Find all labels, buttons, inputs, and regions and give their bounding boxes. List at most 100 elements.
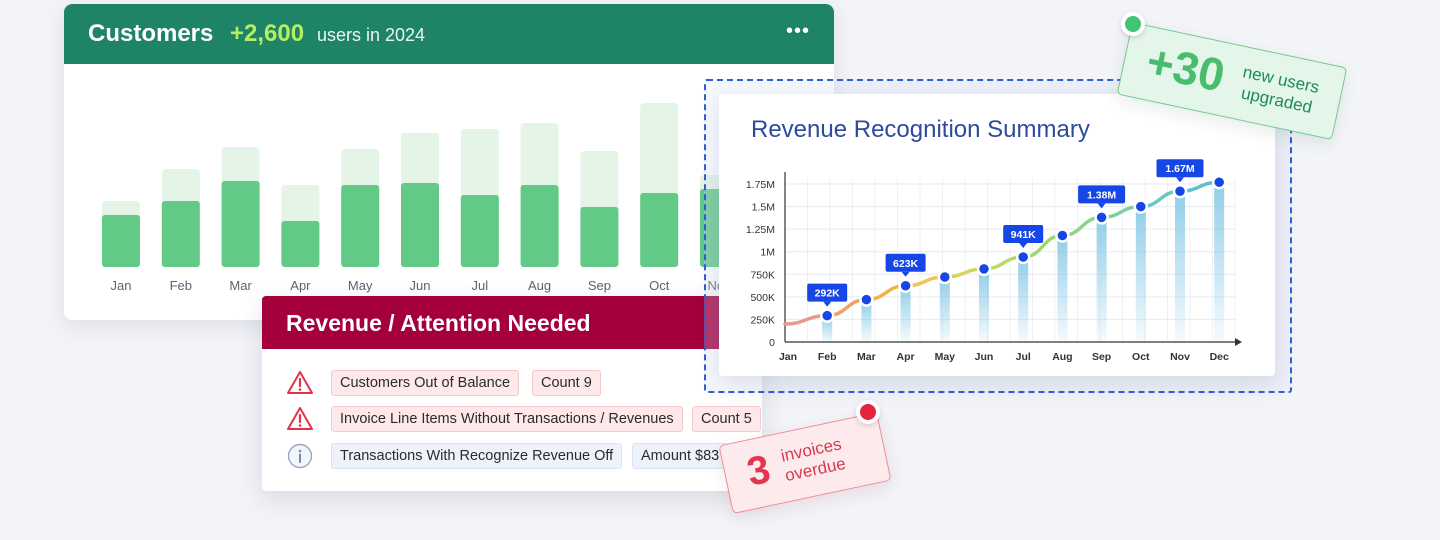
data-point [819,308,835,323]
x-tick-label: Sep [588,278,611,293]
y-tick-label: 1M [760,247,775,259]
y-tick-label: 500K [750,292,775,304]
x-tick-label: Aug [528,278,551,293]
data-point [898,278,913,294]
revenue-title: Revenue Recognition Summary [751,116,1090,143]
data-point [1172,183,1188,199]
data-label-bg [1003,225,1044,244]
x-tick-label: Apr [897,351,915,363]
data-label-pointer [1097,203,1106,209]
bar-value [221,181,260,267]
bar-value [161,201,200,267]
bar-value [520,185,559,267]
more-horizontal-icon[interactable]: ••• [786,20,811,42]
attention-row[interactable]: Transactions With Recognize Revenue Off … [262,442,762,470]
x-tick-label: Oct [649,278,670,293]
revenue-line-chart: 0 250K 500K 750K 1M 1.25M 1.5M 1.75M 292K 623K 941… [746,159,1242,363]
bar-value [640,193,679,267]
customers-title: Customers [88,20,214,47]
bar-value [281,221,320,267]
red-pin-dot [856,400,880,424]
x-tick-label: Jan [111,278,132,293]
attention-row[interactable]: Customers Out of Balance Count 9 [262,369,762,397]
data-label-pointer [1019,243,1028,249]
y-tick-label: 0 [769,337,775,349]
data-label-bg [885,253,926,272]
invoices-overdue-text: invoices overdue [779,434,847,486]
x-tick-label: Feb [818,351,837,363]
attention-title: Revenue / Attention Needed [286,310,591,336]
x-tick-label: Aug [1052,351,1072,363]
users-upgraded-number: +30 [1142,34,1230,102]
bar-value [401,183,439,267]
attention-metric: Count 5 [692,406,761,432]
attention-label: Invoice Line Items Without Transactions … [331,406,683,432]
x-tick-label: Nov [1170,351,1190,363]
bar-value [460,195,499,267]
customers-header: Customers +2,600 users in 2024 ••• [64,4,834,64]
invoices-overdue-number: 3 [743,446,775,495]
revenue-bar [1214,182,1225,342]
y-tick-label: 250K [750,314,775,326]
attention-row[interactable]: Invoice Line Items Without Transactions … [262,405,762,433]
x-tick-label: Jun [975,351,994,363]
revenue-bar [1018,257,1029,342]
data-label: 292K [815,288,841,300]
x-tick-label: Apr [290,278,311,293]
y-tick-label: 1.25M [746,224,775,236]
y-tick-label: 1.75M [746,179,775,191]
data-point [1015,249,1031,265]
bar-value [580,207,619,267]
x-tick-label: Jun [410,278,431,293]
x-tick-label: Jul [1016,351,1031,363]
data-label-bg [1156,159,1204,178]
data-point [937,269,953,285]
revenue-bar [939,276,950,342]
x-tick-label: May [935,351,956,363]
data-label: 941K [1011,229,1037,241]
y-tick-label: 1.5M [752,202,775,214]
data-point [1055,228,1070,243]
data-label-pointer [823,301,832,307]
x-axis-arrow [1235,338,1242,346]
data-label-pointer [901,271,910,277]
green-pin-dot [1121,12,1145,36]
attention-label: Transactions With Recognize Revenue Off [331,443,623,469]
revenue-bar [1096,217,1107,342]
revenue-bar [979,268,989,342]
data-point [1133,199,1149,214]
revenue-bar [822,315,833,342]
x-tick-label: Mar [857,351,876,363]
data-point [859,292,874,307]
data-point [1211,174,1227,190]
data-label-bg [807,283,848,302]
x-tick-label: Mar [229,278,252,293]
bar-value [102,215,140,267]
bar-value [341,185,380,267]
data-label-bg [1078,185,1126,204]
data-point [1094,210,1109,225]
y-tick-label: 750K [750,269,775,281]
attention-label: Customers Out of Balance [331,370,520,396]
x-tick-label: Jan [779,351,797,363]
x-tick-label: Feb [170,278,192,293]
revenue-bar [1057,235,1068,342]
x-tick-label: Jul [471,278,488,293]
data-label: 623K [893,258,919,270]
revenue-bar [1135,206,1146,342]
customers-delta-label: users in 2024 [317,25,426,45]
revenue-recognition-card: 0 250K 500K 750K 1M 1.25M 1.5M 1.75M 292K 623K 941… [719,94,1275,376]
x-tick-label: Oct [1132,351,1150,363]
info-icon [287,443,313,469]
x-tick-label: Sep [1092,351,1111,363]
data-label: 1.38M [1087,189,1116,201]
data-label-pointer [1176,177,1184,183]
attention-metric: Amount $83 [632,443,729,469]
revenue-bar [900,285,911,342]
data-label: 1.67M [1165,163,1194,175]
revenue-bar [1175,191,1185,342]
attention-header: Revenue / Attention Needed [262,296,762,349]
x-tick-label: May [348,278,373,293]
x-tick-label: Dec [1210,351,1229,363]
